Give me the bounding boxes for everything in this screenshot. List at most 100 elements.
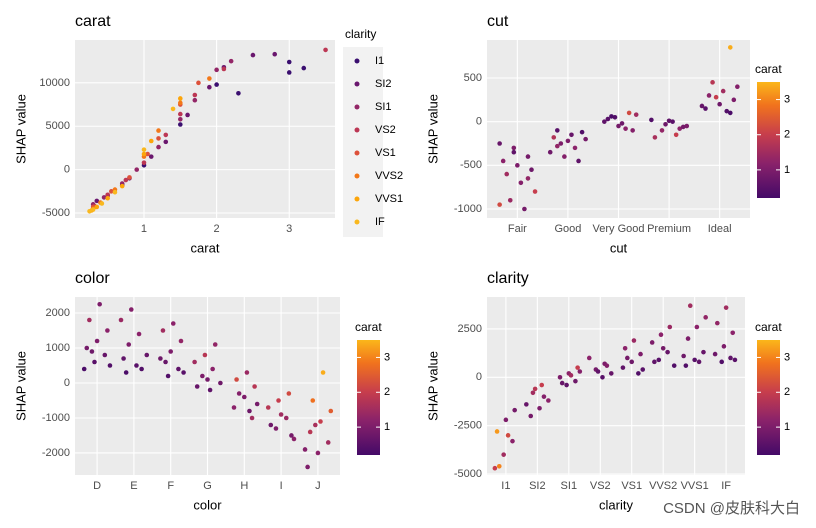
- point: [680, 124, 686, 130]
- point: [604, 363, 610, 368]
- point: [511, 149, 517, 155]
- point: [90, 207, 96, 212]
- point: [127, 175, 132, 180]
- point: [699, 103, 705, 109]
- point: [541, 394, 547, 399]
- colorbar-label: 2: [784, 386, 790, 398]
- plot-background: [487, 297, 745, 475]
- y-axis-label: SHAP value: [13, 94, 28, 164]
- point: [629, 359, 635, 365]
- x-tick-label: VS2: [590, 480, 611, 492]
- x-tick-label: I1: [501, 480, 510, 492]
- x-tick-label: E: [130, 480, 137, 492]
- point: [649, 117, 654, 123]
- point: [497, 141, 502, 146]
- y-tick-label: 10000: [39, 77, 70, 89]
- point: [652, 359, 657, 365]
- point: [176, 366, 181, 372]
- x-tick-label: SI1: [561, 480, 578, 492]
- point: [727, 110, 733, 116]
- point: [148, 138, 154, 144]
- x-tick-label: Ideal: [708, 223, 732, 235]
- point: [231, 405, 237, 410]
- point: [652, 135, 658, 140]
- legend-title: carat: [755, 62, 782, 76]
- legend-title: carat: [755, 320, 782, 334]
- point: [141, 147, 147, 152]
- point: [713, 94, 719, 100]
- point: [670, 119, 675, 124]
- point: [214, 82, 219, 87]
- point: [105, 328, 110, 333]
- point: [141, 160, 147, 165]
- point: [156, 136, 161, 141]
- point: [289, 433, 294, 438]
- y-tick-label: -500: [460, 159, 482, 171]
- point: [234, 377, 239, 382]
- x-tick-label: H: [240, 480, 248, 492]
- colorbar-label: 3: [784, 93, 790, 105]
- point: [212, 342, 218, 347]
- point: [283, 415, 289, 421]
- point: [276, 398, 281, 403]
- point: [555, 128, 560, 133]
- point: [558, 141, 564, 146]
- point: [178, 117, 183, 122]
- point: [660, 345, 666, 351]
- point: [200, 373, 205, 379]
- legend-label: I1: [375, 55, 384, 67]
- colorbar: [757, 82, 780, 198]
- point: [139, 366, 144, 372]
- point: [496, 463, 502, 469]
- point: [703, 106, 708, 111]
- point: [194, 384, 200, 389]
- y-tick-label: -2500: [454, 420, 482, 432]
- y-tick-label: 0: [64, 164, 70, 176]
- point: [681, 353, 686, 359]
- point: [547, 149, 553, 155]
- x-tick-label: Good: [554, 223, 581, 235]
- point: [497, 202, 502, 207]
- point: [250, 52, 256, 58]
- point: [302, 447, 308, 452]
- point: [620, 365, 626, 370]
- x-tick-label: 2: [214, 223, 220, 235]
- point: [163, 139, 169, 145]
- point: [178, 96, 183, 101]
- point: [532, 386, 538, 392]
- point: [202, 352, 208, 358]
- x-tick-label: G: [203, 480, 212, 492]
- point: [684, 123, 690, 129]
- point: [500, 158, 506, 164]
- point: [99, 201, 105, 206]
- point: [178, 122, 183, 127]
- point: [701, 349, 706, 355]
- point: [328, 408, 334, 414]
- point: [141, 151, 147, 157]
- legend-marker: [354, 58, 360, 64]
- legend-title: carat: [355, 320, 382, 334]
- point: [97, 301, 102, 307]
- point: [735, 84, 740, 90]
- colorbar-label: 1: [784, 421, 790, 433]
- point: [84, 345, 90, 351]
- point: [568, 373, 574, 378]
- point: [286, 70, 292, 75]
- point: [301, 65, 307, 71]
- point: [640, 367, 646, 372]
- colorbar-label: 2: [784, 129, 790, 141]
- point: [310, 398, 316, 403]
- x-tick-label: VVS1: [681, 480, 709, 492]
- point: [600, 374, 605, 380]
- point: [656, 357, 662, 363]
- y-axis-label: SHAP value: [425, 94, 440, 164]
- point: [185, 112, 190, 118]
- x-tick-label: Premium: [647, 223, 691, 235]
- point: [515, 163, 520, 168]
- point: [247, 408, 252, 414]
- point: [522, 206, 527, 212]
- point: [105, 192, 110, 198]
- point: [228, 58, 234, 64]
- point: [123, 177, 129, 183]
